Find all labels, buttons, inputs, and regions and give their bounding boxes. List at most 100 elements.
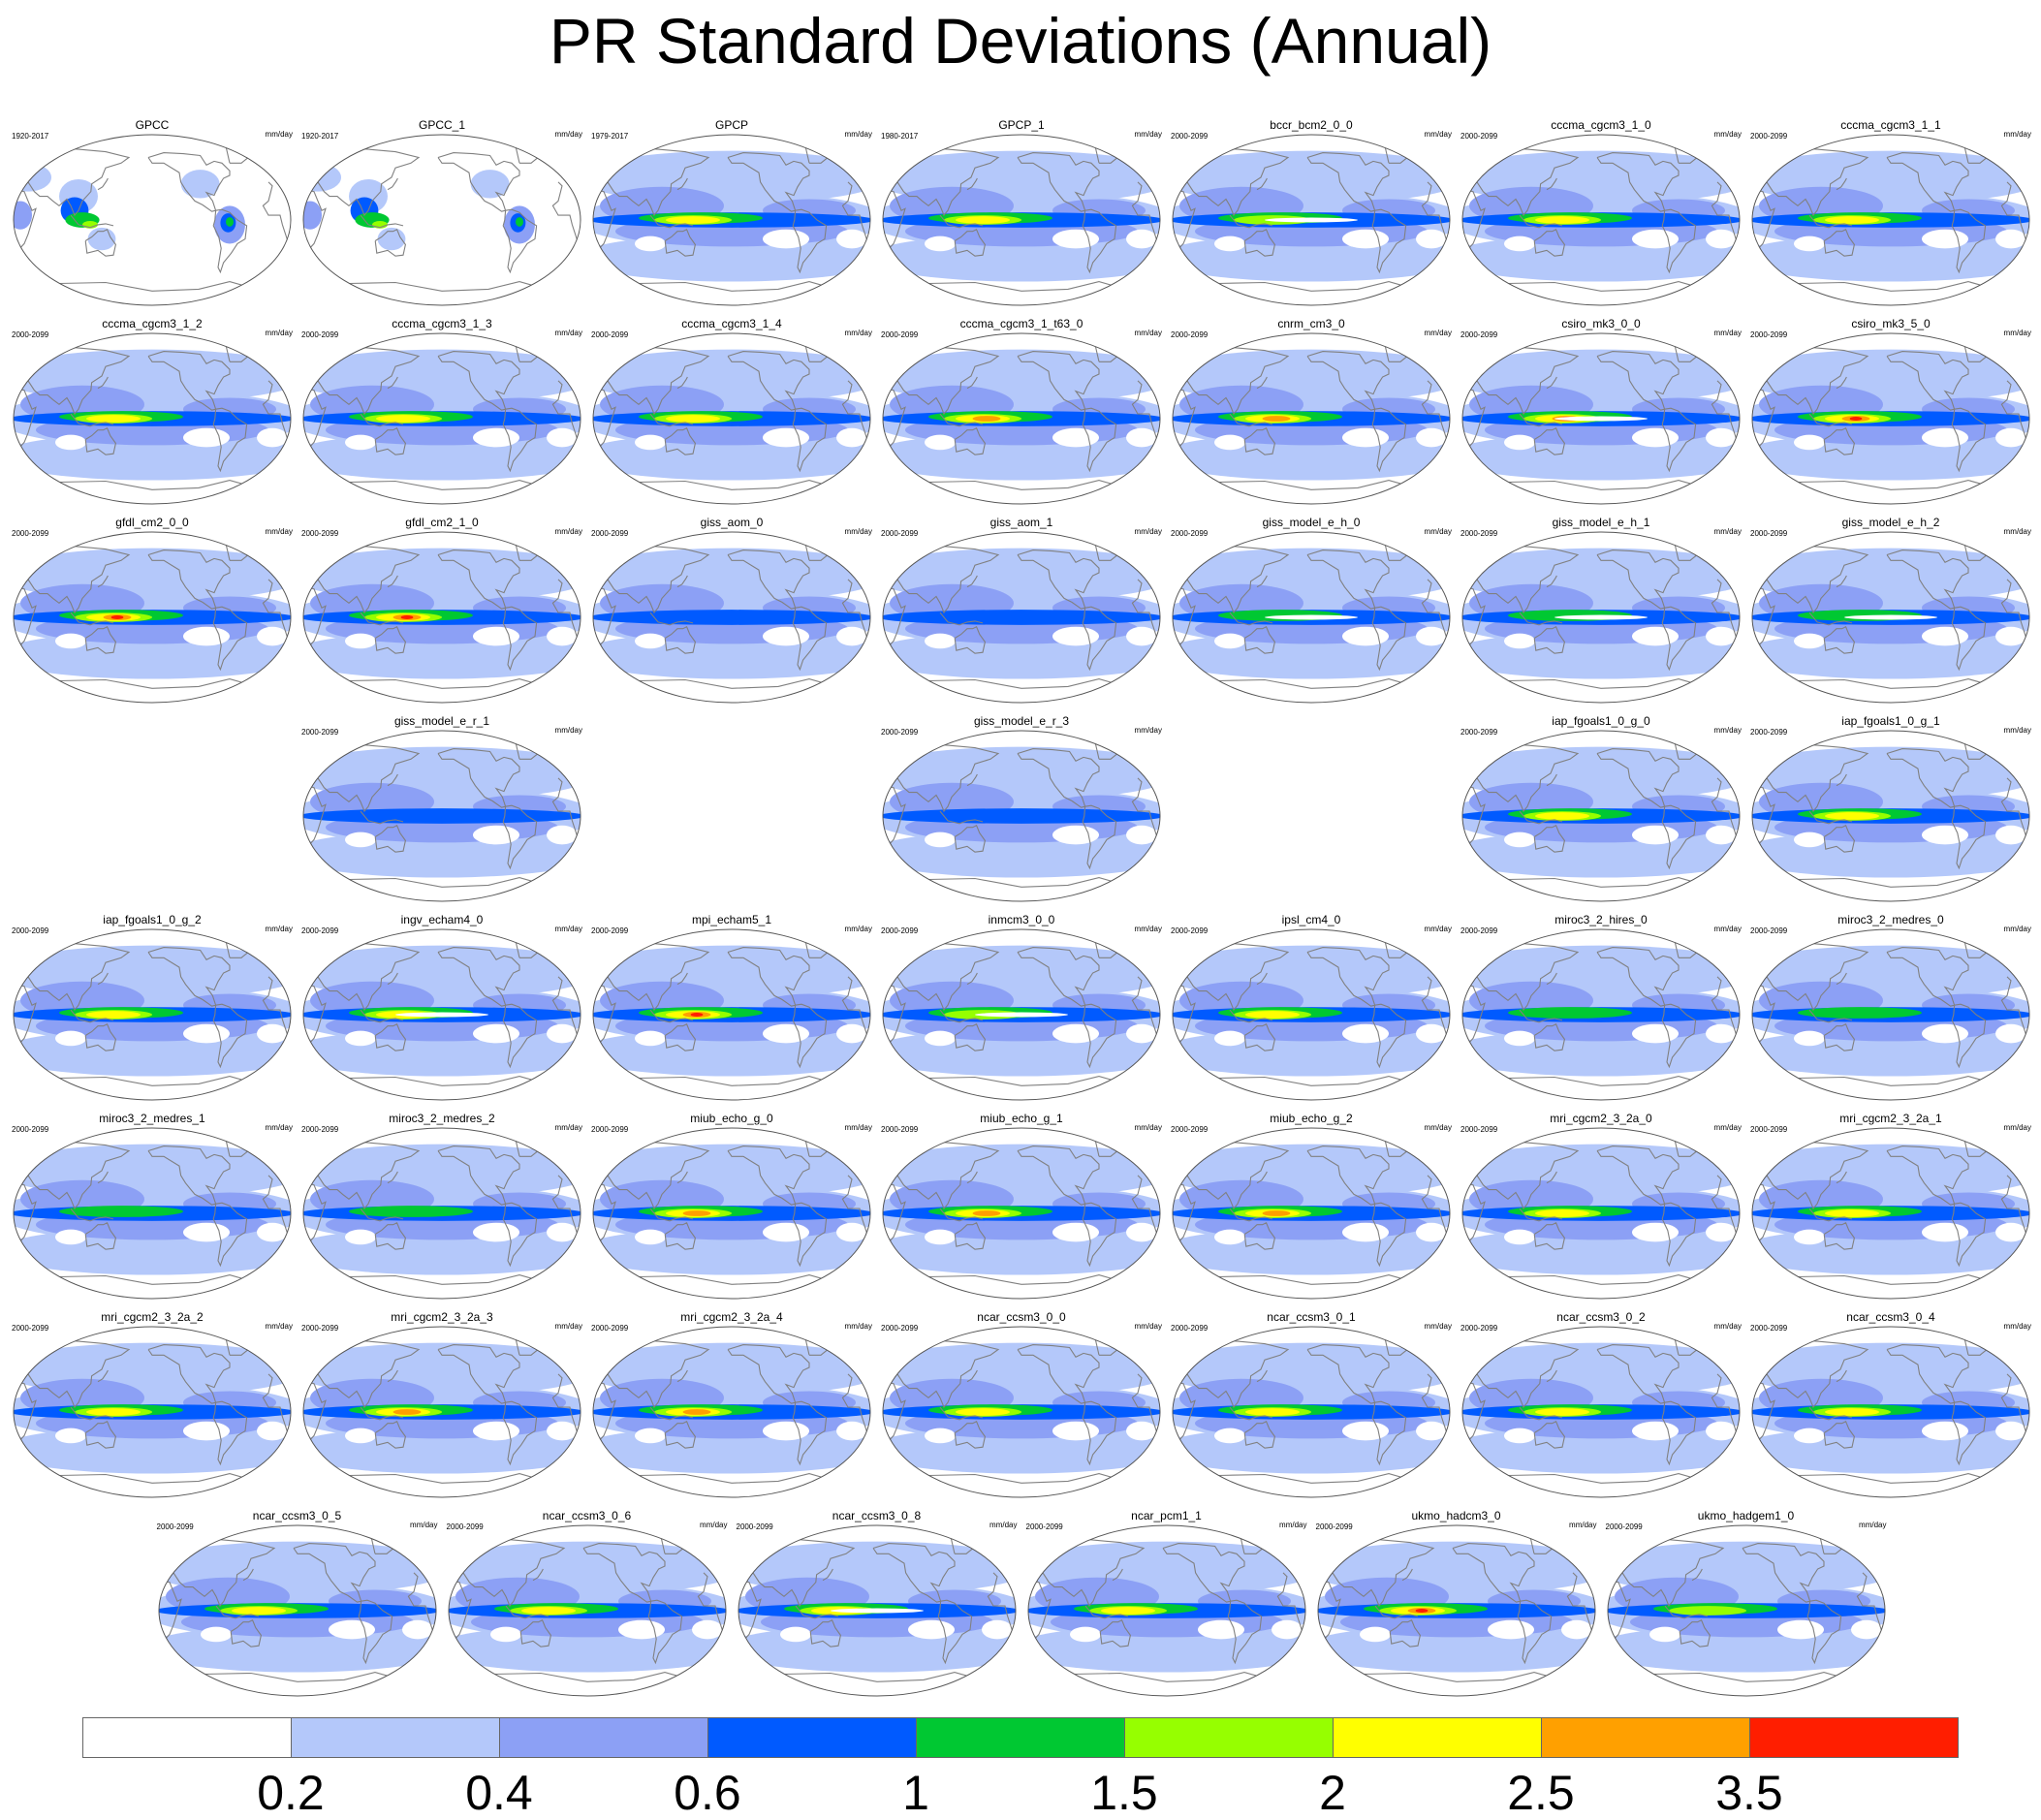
- panel-map: [1751, 332, 2030, 505]
- panel-years: 2000-2099: [12, 330, 49, 339]
- panel-years: 2000-2099: [301, 529, 339, 538]
- panel-title: miub_echo_g_0: [690, 1112, 773, 1125]
- panel-years: 2000-2099: [591, 1324, 629, 1333]
- panel-unit: mm/day: [1713, 130, 1742, 139]
- panel-unit: mm/day: [2003, 1123, 2031, 1132]
- map-panel: iap_fgoals1_0_g_2 2000-2099 mm/day: [8, 913, 297, 1107]
- panel-years: 2000-2099: [301, 926, 339, 935]
- map-panel: cnrm_cm3_0 2000-2099 mm/day: [1167, 317, 1456, 511]
- map-panels: GPCC 1920-2017 mm/day GPCC_1 1920-2017 mm/day…: [8, 118, 2035, 1697]
- map-panel: iap_fgoals1_0_g_0 2000-2099 mm/day: [1457, 714, 1745, 908]
- panel-map: [1027, 1524, 1305, 1697]
- map-panel: ncar_ccsm3_0_6 2000-2099 mm/day: [443, 1509, 732, 1703]
- panel-years: 2000-2099: [12, 1324, 49, 1333]
- map-panel: gfdl_cm2_0_0 2000-2099 mm/day: [8, 516, 297, 709]
- panel-map: [882, 531, 1161, 704]
- map-panel: cccma_cgcm3_1_3 2000-2099 mm/day: [298, 317, 586, 511]
- panel-map: [592, 928, 871, 1101]
- map-panel: GPCC 1920-2017 mm/day: [8, 118, 297, 312]
- panel-map: [1751, 1127, 2030, 1300]
- panel-years: 2000-2099: [1171, 330, 1209, 339]
- map-panel: mri_cgcm2_3_2a_2 2000-2099 mm/day: [8, 1310, 297, 1504]
- panel-title: inmcm3_0_0: [988, 913, 1055, 926]
- panel-title: ipsl_cm4_0: [1281, 913, 1341, 926]
- panel-years: 2000-2099: [881, 529, 919, 538]
- panel-map: [1172, 332, 1451, 505]
- panel-unit: mm/day: [1134, 130, 1162, 139]
- panel-years: 2000-2099: [1750, 132, 1788, 141]
- map-panel: miub_echo_g_2 2000-2099 mm/day: [1167, 1112, 1456, 1305]
- panel-title: miroc3_2_hires_0: [1554, 913, 1648, 926]
- panel-unit: mm/day: [1713, 925, 1742, 933]
- panel-title: cccma_cgcm3_1_4: [681, 317, 782, 330]
- panel-map: [592, 332, 871, 505]
- map-panel: ipsl_cm4_0 2000-2099 mm/day: [1167, 913, 1456, 1107]
- panel-map: [13, 134, 292, 306]
- panel-years: 2000-2099: [12, 926, 49, 935]
- panel-years: 2000-2099: [1605, 1522, 1643, 1531]
- map-panel: miroc3_2_hires_0 2000-2099 mm/day: [1457, 913, 1745, 1107]
- map-panel: ukmo_hadcm3_0 2000-2099 mm/day: [1312, 1509, 1601, 1703]
- colorbar-tick-label: 3.5: [1715, 1766, 1783, 1820]
- panel-years: 2000-2099: [1750, 529, 1788, 538]
- panel-title: ncar_ccsm3_0_2: [1556, 1310, 1646, 1324]
- panel-years: 2000-2099: [156, 1522, 194, 1531]
- map-panel: ukmo_hadgem1_0 2000-2099 mm/day: [1602, 1509, 1891, 1703]
- panel-map: [1461, 1127, 1741, 1300]
- panel-title: giss_model_e_h_2: [1841, 516, 1940, 529]
- map-panel: GPCP_1 1980-2017 mm/day: [877, 118, 1166, 312]
- panel-years: 2000-2099: [1460, 1324, 1498, 1333]
- panel-unit: mm/day: [554, 1322, 582, 1331]
- panel-map: [1461, 1326, 1741, 1498]
- panel-unit: mm/day: [844, 1123, 872, 1132]
- colorbar-tick-label: 0.6: [674, 1766, 741, 1820]
- map-panel: miroc3_2_medres_0 2000-2099 mm/day: [1746, 913, 2035, 1107]
- panel-unit: mm/day: [2003, 925, 2031, 933]
- panel-unit: mm/day: [1134, 726, 1162, 735]
- panel-map: [1172, 134, 1451, 306]
- map-panel: miub_echo_g_1 2000-2099 mm/day: [877, 1112, 1166, 1305]
- panel-unit: mm/day: [1134, 1123, 1162, 1132]
- panel-unit: mm/day: [1279, 1521, 1307, 1529]
- panel-years: 2000-2099: [12, 1125, 49, 1134]
- panel-years: 2000-2099: [591, 1125, 629, 1134]
- map-panel: ncar_pcm1_1 2000-2099 mm/day: [1022, 1509, 1311, 1703]
- map-panel: cccma_cgcm3_1_2 2000-2099 mm/day: [8, 317, 297, 511]
- panel-title: ukmo_hadgem1_0: [1697, 1509, 1795, 1522]
- panel-years: 2000-2099: [881, 728, 919, 737]
- panel-map: [882, 730, 1161, 902]
- panel-unit: mm/day: [265, 329, 293, 337]
- panel-unit: mm/day: [1134, 925, 1162, 933]
- panel-unit: mm/day: [2003, 527, 2031, 536]
- panel-unit: mm/day: [554, 130, 582, 139]
- panel-title: bccr_bcm2_0_0: [1270, 118, 1353, 132]
- panel-unit: mm/day: [554, 726, 582, 735]
- panel-map: [158, 1524, 436, 1697]
- panel-years: 2000-2099: [301, 1324, 339, 1333]
- map-panel: GPCP 1979-2017 mm/day: [587, 118, 876, 312]
- panel-unit: mm/day: [844, 130, 872, 139]
- panel-title: GPCP: [714, 118, 748, 132]
- panel-title: csiro_mk3_5_0: [1851, 317, 1931, 330]
- map-panel: cccma_cgcm3_1_t63_0 2000-2099 mm/day: [877, 317, 1166, 511]
- colorbar-tick-label: 2.5: [1507, 1766, 1575, 1820]
- panel-map: [1461, 531, 1741, 704]
- panel-unit: mm/day: [265, 130, 293, 139]
- panel-unit: mm/day: [265, 1322, 293, 1331]
- panel-map: [13, 928, 292, 1101]
- panel-years: 1920-2017: [12, 132, 49, 141]
- panel-map: [882, 1127, 1161, 1300]
- map-panel: giss_model_e_r_1 2000-2099 mm/day: [298, 714, 586, 908]
- map-panel: mri_cgcm2_3_2a_4 2000-2099 mm/day: [587, 1310, 876, 1504]
- panel-map: [302, 134, 581, 306]
- panel-years: 1920-2017: [301, 132, 339, 141]
- panel-title: ncar_ccsm3_0_8: [832, 1509, 922, 1522]
- map-panel: giss_aom_1 2000-2099 mm/day: [877, 516, 1166, 709]
- panel-years: 2000-2099: [1750, 1125, 1788, 1134]
- map-panel: GPCC_1 1920-2017 mm/day: [298, 118, 586, 312]
- colorbar-box: [499, 1717, 708, 1758]
- panel-unit: mm/day: [2003, 1322, 2031, 1331]
- map-panel: miroc3_2_medres_2 2000-2099 mm/day: [298, 1112, 586, 1305]
- panel-map: [1461, 928, 1741, 1101]
- panel-title: GPCP_1: [998, 118, 1045, 132]
